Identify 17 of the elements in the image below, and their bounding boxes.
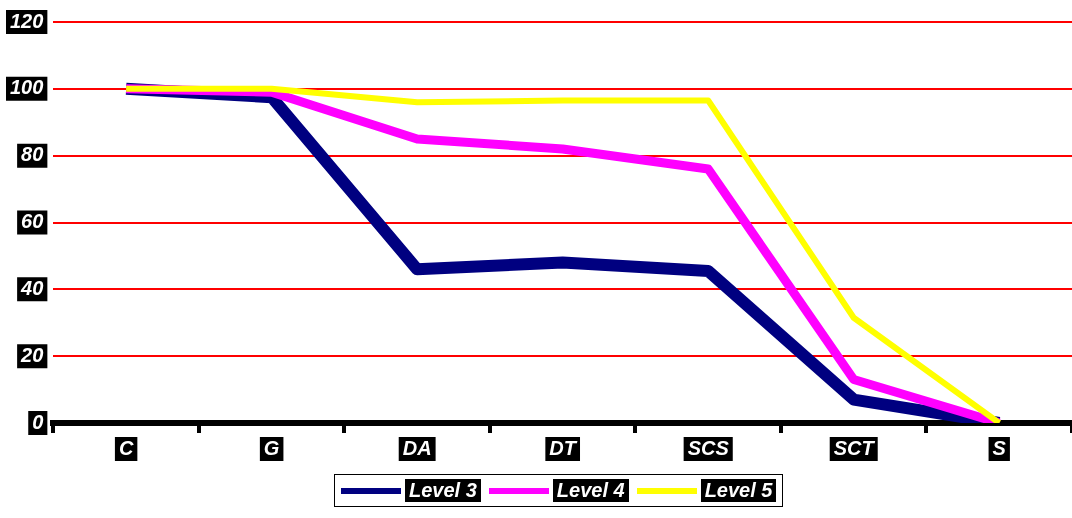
y-tick-label: 120 <box>9 9 44 32</box>
legend-label: Level 4 <box>552 479 629 502</box>
y-tick-label: 0 <box>32 410 44 433</box>
legend-label: Level 3 <box>405 479 481 502</box>
y-tick-label: 40 <box>20 276 44 299</box>
y-tick-label: 100 <box>9 76 44 99</box>
x-tick-label: SCS <box>687 436 730 459</box>
x-tick-label: SCT <box>833 436 876 459</box>
y-tick-label: 60 <box>21 210 44 233</box>
x-tick-label: S <box>992 436 1007 459</box>
y-tick-label: 20 <box>20 343 44 366</box>
x-tick-label: DA <box>402 436 432 459</box>
legend-label: Level 5 <box>700 479 777 502</box>
y-tick-label: 80 <box>21 143 44 166</box>
x-tick-label: DT <box>549 436 578 459</box>
x-tick-label: G <box>263 436 280 459</box>
x-tick-label: C <box>118 436 134 459</box>
